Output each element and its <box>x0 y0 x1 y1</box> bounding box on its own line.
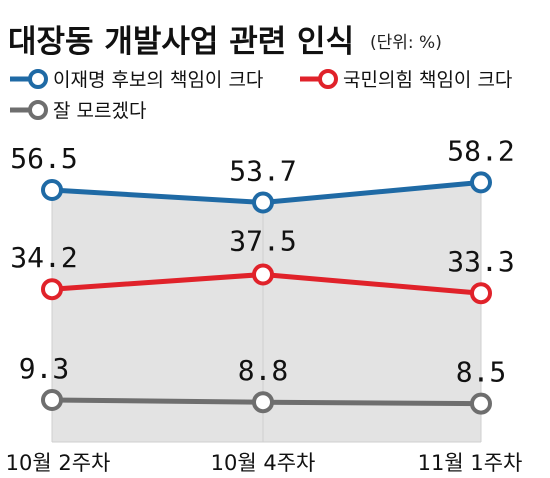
data-label: 58.2 <box>447 134 514 167</box>
legend-swatch-marker-1 <box>318 69 338 89</box>
chart-unit-note: (단위: %) <box>370 33 442 53</box>
data-label: 8.8 <box>238 354 289 387</box>
legend-label-0: 이재명 후보의 책임이 크다 <box>53 69 263 91</box>
legend-label-2: 잘 모르겠다 <box>53 100 146 122</box>
data-point-marker <box>252 391 274 414</box>
data-label: 37.5 <box>229 225 296 258</box>
data-label: 33.3 <box>447 245 514 278</box>
x-tick-label: 11월 1주차 <box>418 451 523 475</box>
data-point-marker <box>470 171 492 194</box>
plot-area <box>52 182 481 442</box>
data-point-marker <box>470 392 492 415</box>
x-axis-ticks: 10월 2주차 10월 4주차 11월 1주차 <box>6 451 523 475</box>
data-label: 56.5 <box>10 142 77 175</box>
data-point-marker <box>41 179 63 201</box>
x-tick-label: 10월 2주차 <box>6 451 111 475</box>
data-label: 53.7 <box>229 155 296 188</box>
legend-label-1: 국민의힘 책임이 크다 <box>343 69 512 91</box>
data-point-marker <box>41 389 63 411</box>
legend-swatch-marker-0 <box>28 69 48 89</box>
legend: 이재명 후보의 책임이 크다 국민의힘 책임이 크다 잘 모르겠다 <box>10 69 512 122</box>
series-lines <box>41 171 492 415</box>
data-labels: 56.5 53.7 58.2 34.2 37.5 33.3 9.3 8.8 8.5 <box>10 134 514 388</box>
data-label: 9.3 <box>19 352 70 385</box>
data-point-marker <box>252 191 274 214</box>
x-tick-label: 10월 4주차 <box>211 451 316 475</box>
data-point-marker <box>41 278 63 301</box>
data-point-marker <box>470 282 492 305</box>
data-label: 8.5 <box>456 356 507 389</box>
data-point-marker <box>252 263 274 286</box>
legend-swatch-marker-2 <box>28 100 48 120</box>
area-fill <box>52 182 481 442</box>
chart-title: 대장동 개발사업 관련 인식 <box>8 24 354 60</box>
data-label: 34.2 <box>10 241 77 274</box>
